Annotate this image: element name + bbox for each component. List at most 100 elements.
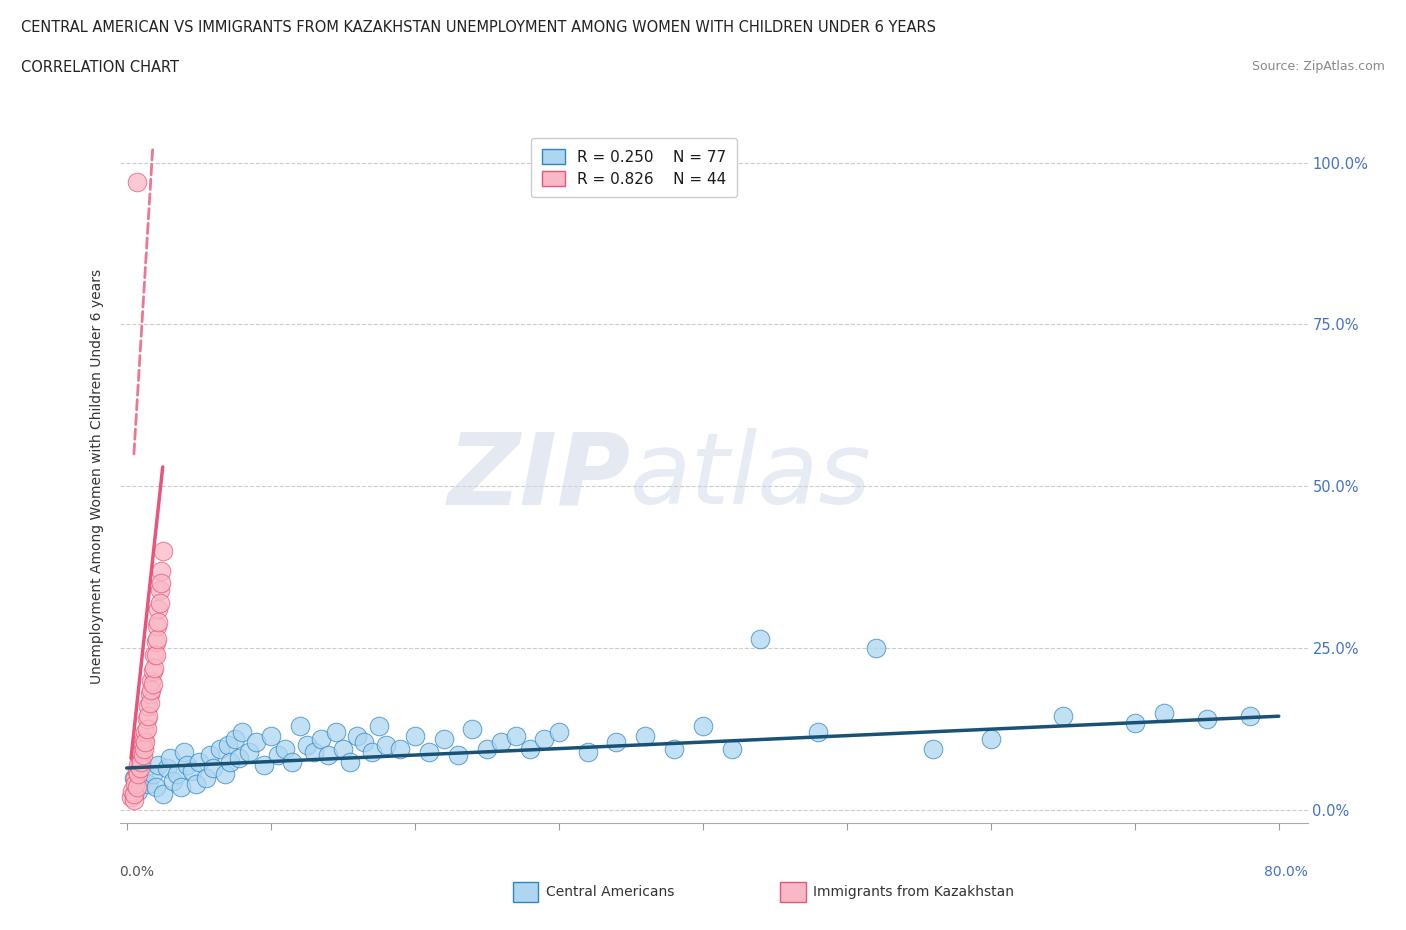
Point [148, 602, 170, 617]
Point [142, 676, 165, 691]
Point [374, 737, 396, 752]
Point [475, 741, 498, 756]
Point [121, 783, 143, 798]
Point [149, 582, 172, 597]
Point [389, 741, 412, 756]
Point [634, 728, 657, 743]
Point [159, 751, 181, 765]
Point [202, 761, 225, 776]
Point [149, 595, 172, 610]
Point [184, 777, 207, 791]
Point [136, 709, 159, 724]
Point [166, 767, 188, 782]
Point [339, 754, 361, 769]
Point [865, 641, 887, 656]
Point [139, 686, 162, 701]
Point [146, 631, 169, 646]
Legend: R = 0.250    N = 77, R = 0.826    N = 44: R = 0.250 N = 77, R = 0.826 N = 44 [531, 138, 737, 197]
Point [156, 761, 179, 776]
Point [142, 767, 165, 782]
Point [139, 696, 162, 711]
Text: Central Americans: Central Americans [546, 884, 673, 899]
Point [134, 725, 156, 740]
Point [1153, 706, 1175, 721]
Point [187, 754, 209, 769]
Point [120, 790, 142, 804]
Text: CENTRAL AMERICAN VS IMMIGRANTS FROM KAZAKHSTAN UNEMPLOYMENT AMONG WOMEN WITH CHI: CENTRAL AMERICAN VS IMMIGRANTS FROM KAZA… [21, 20, 936, 35]
Point [231, 725, 253, 740]
Point [136, 699, 159, 714]
Point [288, 719, 311, 734]
Text: 80.0%: 80.0% [1264, 865, 1308, 879]
Point [418, 744, 440, 759]
Point [134, 735, 156, 750]
Point [124, 777, 146, 791]
Point [148, 757, 170, 772]
Point [125, 175, 148, 190]
Point [749, 631, 772, 646]
Point [353, 735, 375, 750]
Point [807, 725, 830, 740]
Point [170, 780, 193, 795]
Point [136, 777, 159, 791]
Point [238, 744, 260, 759]
Point [141, 673, 163, 688]
Point [127, 767, 149, 782]
Point [447, 748, 470, 763]
Point [1195, 712, 1218, 727]
Point [367, 719, 389, 734]
Point [318, 748, 340, 763]
Point [162, 774, 184, 789]
Point [128, 761, 150, 776]
Point [547, 725, 569, 740]
Point [505, 728, 527, 743]
Point [1239, 709, 1261, 724]
Point [360, 744, 382, 759]
Point [325, 725, 347, 740]
Point [1123, 715, 1146, 730]
Point [180, 764, 202, 778]
Point [214, 767, 236, 782]
Text: CORRELATION CHART: CORRELATION CHART [21, 60, 179, 75]
Point [128, 751, 150, 765]
Point [132, 764, 155, 778]
Point [245, 735, 267, 750]
Text: Source: ZipAtlas.com: Source: ZipAtlas.com [1251, 60, 1385, 73]
Point [332, 741, 354, 756]
Point [605, 735, 627, 750]
Point [129, 754, 152, 769]
Point [135, 712, 157, 727]
Point [145, 647, 167, 662]
Text: ZIP: ZIP [447, 428, 630, 525]
Point [142, 663, 165, 678]
Point [131, 737, 153, 752]
Point [295, 737, 318, 752]
Point [145, 634, 167, 649]
Point [519, 741, 541, 756]
Point [132, 741, 155, 756]
Point [404, 728, 426, 743]
Point [152, 787, 174, 802]
Point [131, 748, 153, 763]
Text: 0.0%: 0.0% [120, 865, 155, 879]
Point [219, 754, 242, 769]
Point [922, 741, 945, 756]
Point [432, 731, 454, 746]
Point [129, 774, 152, 789]
Point [720, 741, 742, 756]
Point [489, 735, 512, 750]
Point [662, 741, 685, 756]
Point [122, 787, 145, 802]
Point [980, 731, 1002, 746]
Point [200, 748, 222, 763]
Point [217, 737, 239, 752]
Point [150, 576, 173, 591]
Point [132, 731, 155, 746]
Point [135, 722, 157, 737]
Point [145, 780, 167, 795]
Point [1052, 709, 1074, 724]
Point [127, 783, 149, 798]
Point [150, 563, 173, 578]
Point [194, 770, 217, 785]
Point [143, 647, 166, 662]
